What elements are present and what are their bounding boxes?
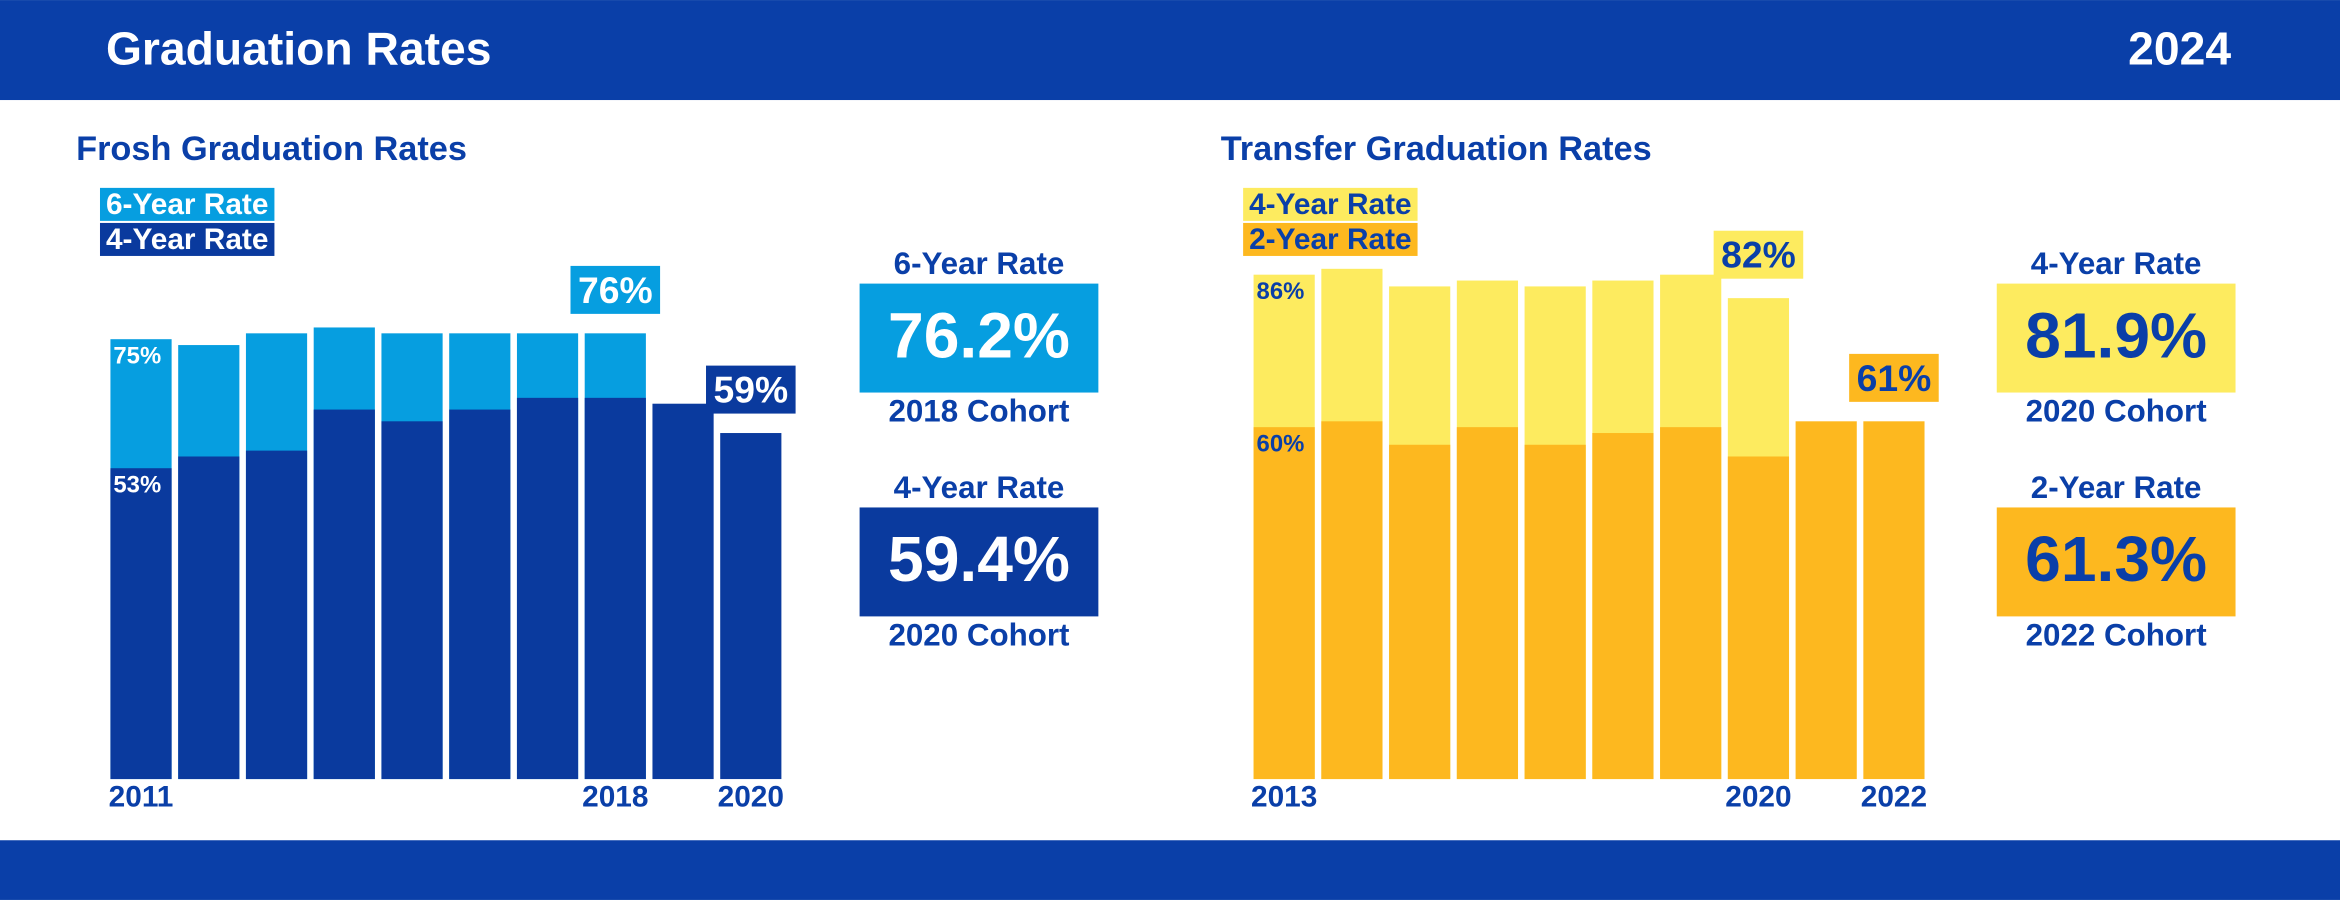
bar — [1389, 444, 1451, 780]
bar — [584, 397, 646, 780]
summary-value: 81.9% — [2025, 299, 2207, 371]
bar — [1456, 427, 1519, 780]
value-label: 75% — [113, 342, 161, 369]
summary-box — [1996, 283, 2236, 393]
value-label-box — [570, 265, 661, 314]
summary-label: 6-Year Rate — [894, 246, 1065, 281]
bar — [110, 468, 172, 780]
summary-value: 61.3% — [2025, 523, 2207, 595]
summary-value: 59.4% — [888, 523, 1070, 595]
summary-value: 76.2% — [888, 299, 1070, 371]
summary-box — [859, 283, 1099, 393]
bar — [245, 450, 308, 780]
value-label: 61% — [1857, 357, 1932, 399]
value-label-box — [1849, 353, 1939, 402]
legend-entry: 4-Year Rate — [1249, 188, 1412, 221]
value-label: 86% — [1257, 278, 1305, 305]
legend-entry-box — [1243, 187, 1418, 221]
value-label: 82% — [1721, 234, 1796, 276]
legend-entry-box — [1243, 222, 1418, 256]
summary-cohort: 2020 Cohort — [888, 618, 1070, 653]
x-tick-label: 2018 — [582, 780, 648, 813]
bar — [1863, 421, 1925, 780]
value-label-box — [1713, 230, 1804, 279]
summary-label: 4-Year Rate — [894, 470, 1065, 505]
x-tick-label: 2020 — [1725, 780, 1791, 813]
bar — [178, 456, 240, 780]
legend-entry: 2-Year Rate — [1249, 223, 1412, 256]
value-label: 76% — [578, 269, 653, 311]
value-label: 59% — [713, 369, 788, 411]
x-tick-label: 2022 — [1861, 780, 1927, 813]
summary-cohort: 2018 Cohort — [888, 394, 1070, 429]
summary-box — [1996, 507, 2236, 617]
x-tick-label: 2011 — [109, 780, 174, 813]
legend-entry: 4-Year Rate — [106, 223, 269, 256]
bar — [1727, 456, 1790, 780]
summary-label: 2-Year Rate — [2031, 470, 2202, 505]
value-label-box — [706, 365, 796, 414]
legend-entry-box — [99, 187, 275, 221]
x-tick-label: 2020 — [718, 780, 784, 813]
bar — [1253, 427, 1315, 780]
summary-box — [859, 507, 1099, 617]
value-label: 53% — [113, 471, 161, 498]
bar — [1524, 444, 1586, 780]
chart-title: Transfer Graduation Rates — [1221, 130, 1652, 168]
bar — [313, 409, 375, 780]
footer-band — [0, 840, 2340, 900]
bar — [449, 409, 511, 780]
legend-entry-box — [99, 222, 275, 256]
page-year: 2024 — [2128, 23, 2231, 75]
bar — [1321, 421, 1383, 780]
summary-cohort: 2020 Cohort — [2026, 394, 2208, 429]
bar — [1795, 421, 1857, 780]
bar — [516, 397, 579, 780]
bar — [1660, 427, 1722, 780]
bar — [1592, 433, 1654, 780]
bar — [381, 421, 443, 780]
header-band — [0, 0, 2340, 101]
bar — [652, 403, 714, 780]
x-tick-label: 2013 — [1251, 780, 1317, 813]
summary-cohort: 2022 Cohort — [2026, 618, 2208, 653]
chart-title: Frosh Graduation Rates — [76, 130, 467, 168]
bar — [720, 433, 782, 780]
page-title: Graduation Rates — [106, 23, 492, 75]
value-label: 60% — [1257, 430, 1305, 457]
summary-label: 4-Year Rate — [2031, 246, 2202, 281]
legend-entry: 6-Year Rate — [106, 188, 269, 221]
